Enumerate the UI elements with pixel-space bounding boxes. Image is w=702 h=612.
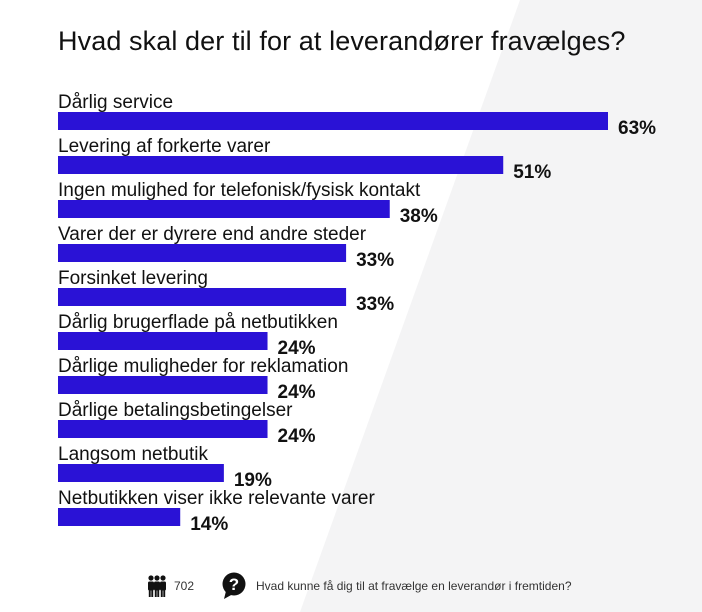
value-label: 33% [356,294,394,315]
respondent-count: 702 [174,579,195,593]
people-icon [148,575,166,597]
value-label: 24% [278,338,316,359]
value-label: 33% [356,250,394,271]
bar [58,508,181,526]
bar [58,376,268,394]
survey-question: Hvad kunne få dig til at fravælge en lev… [256,579,572,593]
bar [58,244,347,262]
value-label: 63% [618,118,656,139]
value-label: 51% [513,162,551,183]
bar [58,200,390,218]
value-label: 38% [400,206,438,227]
category-label: Forsinket levering [58,268,208,289]
value-label: 14% [190,514,228,535]
bar [58,332,268,350]
value-label: 19% [234,470,272,491]
bar [58,288,347,306]
category-label: Dårlige betalingsbetingelser [58,400,293,421]
bar [58,112,608,130]
value-label: 24% [278,382,316,403]
svg-text:?: ? [229,575,239,594]
chart-title: Hvad skal der til for at leverandører fr… [58,26,626,56]
value-label: 24% [278,426,316,447]
bar [58,156,504,174]
category-label: Dårlige muligheder for reklamation [58,356,348,377]
category-label: Varer der er dyrere end andre steder [58,224,367,245]
category-label: Ingen mulighed for telefonisk/fysisk kon… [58,180,421,201]
bar-chart: Dårlig service 63% Levering af forkerte va… [58,92,656,535]
category-label: Langsom netbutik [58,444,208,465]
category-label: Netbutikken viser ikke relevante varer [58,488,375,509]
bar [58,420,268,438]
category-label: Dårlig brugerflade på netbutikken [58,312,338,333]
question-bubble-icon: ? [222,572,246,599]
footer: 702 ? Hvad kunne få dig til at fravælge … [0,568,702,608]
category-label: Levering af forkerte varer [58,136,271,157]
bar [58,464,224,482]
category-label: Dårlig service [58,92,173,113]
